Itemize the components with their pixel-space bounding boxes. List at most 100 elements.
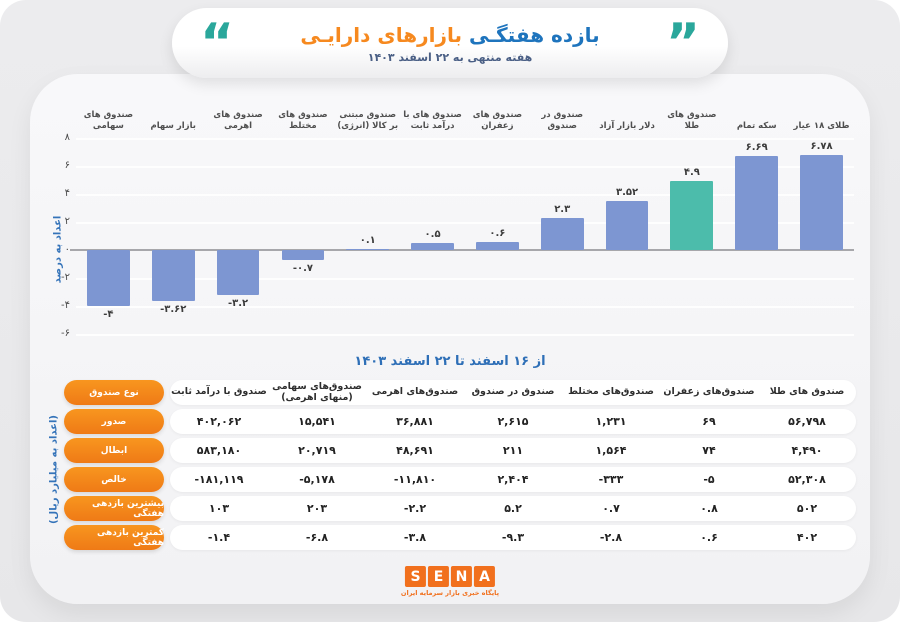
bar (735, 156, 779, 250)
y-axis-tick-label: ۶ (64, 160, 70, 171)
chart-category-label: صندوق های زعفران (472, 109, 523, 131)
row-values: ۴۰۲,۰۶۲ ۱۵,۵۴۱ ۳۶,۸۸۱ ۲,۶۱۵ ۱,۲۳۱ ۶۹ ۵۶,… (170, 409, 856, 434)
table-cell: ۱,۲۳۱ (595, 415, 627, 428)
row-header-pill: نوع صندوق (64, 380, 164, 405)
logo-tagline: پایگاه خبری بازار سرمایه ایران (400, 589, 500, 597)
table-cell: -۳.۸ (403, 531, 427, 544)
bar (87, 250, 130, 306)
y-axis-tick-label: ۸ (64, 132, 70, 143)
logo-letter-square: A (473, 566, 495, 587)
bar-slot: ۰.۱ (335, 138, 400, 338)
page-title: بازده هفتگـی بازارهای دارایـی (234, 23, 666, 47)
y-axis-tick-label: -۶ (61, 328, 70, 339)
bar-value-label: ۶.۶۹ (745, 142, 768, 154)
table-cell: ۴۰۲ (796, 531, 818, 544)
table-cell: ۲,۴۰۴ (497, 473, 529, 486)
row-label-pill: خالص (64, 467, 164, 492)
gridline (76, 138, 854, 140)
table-cell: ۰.۷ (602, 502, 620, 515)
chart-category-label: صندوق های سهامی (83, 109, 134, 131)
table-cell: ۵۸۳,۱۸۰ (196, 444, 242, 457)
table-cell: ۲,۶۱۵ (497, 415, 529, 428)
header: “ بازده هفتگـی بازارهای دارایـی هفته منت… (172, 8, 728, 78)
bar-slot: ۶.۶۹ (724, 138, 789, 338)
table-cell: ۷۴ (702, 444, 716, 457)
table-cell: ۵۰۲ (796, 502, 818, 515)
row-label-pill: ابطال (64, 438, 164, 463)
y-axis-tick-label: ۴ (64, 188, 70, 199)
y-axis-tick-label: ۲ (64, 216, 70, 227)
logo-letter-square: E (427, 566, 449, 587)
table-cell: -۲.۸ (599, 531, 623, 544)
table-unit-note: (اعداد به میلیارد ریال) (48, 414, 60, 525)
close-quote-icon: ” (665, 13, 700, 73)
gridline (76, 222, 854, 224)
bar-slot: -۳.۲ (206, 138, 271, 338)
table-cell: ۱۰۳ (208, 502, 230, 515)
bar (281, 250, 325, 260)
bar-slot: ۳.۵۲ (595, 138, 660, 338)
row-label-pill: صدور (64, 409, 164, 434)
chart-category-label: سکه تمام (736, 120, 777, 131)
bar-slot: -۳.۶۲ (141, 138, 206, 338)
column-header: صندوق‌های اهرمی (371, 386, 459, 398)
column-header: صندوق‌های سهامی (منهای اهرمی) (272, 380, 362, 403)
bar (151, 250, 195, 301)
table-cell: ۵۲,۳۰۸ (788, 473, 826, 486)
bar (411, 243, 454, 250)
table-row: کمترین بازدهی هفتگی -۱.۴ -۶.۸ -۳.۸ -۹.۳ … (64, 525, 856, 550)
bar-value-label: ۰.۵ (424, 229, 441, 240)
gridline (76, 306, 854, 308)
weekly-returns-chart: اعداد به درصد صندوق های سهامی بازار سهام… (50, 86, 854, 339)
page-title-part-orange: بازارهای دارایـی (300, 22, 462, 47)
bar-value-label: ۰.۱ (359, 234, 376, 246)
table-cell: -۲.۲ (403, 502, 427, 515)
gridline (76, 278, 854, 280)
chart-plot-row: ۸ ۶ ۴ ۲ ۰ -۲ -۴ -۶ -۴ -۳.۶۲ -۳.۲ -۰.۷ ۰.… (50, 132, 854, 339)
bar-value-label: -۳.۶۲ (160, 303, 187, 315)
chart-category-labels: صندوق های سهامی بازار سهام صندوق های اهر… (76, 86, 854, 138)
row-label-pill: بیشترین بازدهی هفتگی (64, 496, 164, 521)
column-header: صندوق‌های مختلط (568, 386, 654, 398)
table-row: صدور ۴۰۲,۰۶۲ ۱۵,۵۴۱ ۳۶,۸۸۱ ۲,۶۱۵ ۱,۲۳۱ ۶… (64, 409, 856, 434)
column-header: صندوق های طلا (769, 386, 845, 398)
bar-value-label: ۴.۹ (683, 167, 700, 179)
table-cell: ۵۶,۷۹۸ (788, 415, 826, 428)
table-cell: -۱۱,۸۱۰ (393, 473, 437, 486)
bar-value-label: -۳.۲ (227, 297, 249, 309)
chart-plot-area: -۴ -۳.۶۲ -۳.۲ -۰.۷ ۰.۱ ۰.۵ ۰.۶ ۲.۳ ۳.۵۲ … (70, 138, 854, 338)
page-title-part-blue: بازده هفتگـی (468, 22, 600, 47)
page-subtitle: هفته منتهی به ۲۲ اسفند ۱۴۰۳ (367, 50, 533, 64)
bar (800, 155, 843, 250)
bar-slot: ۰.۵ (400, 138, 465, 338)
table-cell: ۶۹ (702, 415, 716, 428)
bar-value-label: ۳.۵۲ (615, 186, 639, 198)
table-cell: ۰.۶ (700, 531, 718, 544)
y-axis-tick-label: ۰ (64, 244, 70, 255)
table-cell: ۳۶,۸۸۱ (396, 415, 434, 428)
y-axis-tick-label: -۴ (61, 300, 70, 311)
funds-table: نوع صندوق صندوق با درآمد ثابت صندوق‌های … (64, 380, 856, 550)
table-cell: ۴۰۲,۰۶۲ (196, 415, 242, 428)
row-values: ۵۸۳,۱۸۰ ۲۰,۷۱۹ ۴۸,۶۹۱ ۲۱۱ ۱,۵۶۴ ۷۴ ۴,۴۹۰ (170, 438, 856, 463)
table-header-row: نوع صندوق صندوق با درآمد ثابت صندوق‌های … (64, 380, 856, 405)
table-cell: ۲۰,۷۱۹ (298, 444, 336, 457)
table-cell: ۴۸,۶۹۱ (396, 444, 434, 457)
table-cell: -۵,۱۷۸ (299, 473, 335, 486)
bar-slot: ۰.۶ (465, 138, 530, 338)
chart-category-label: بازار سهام (150, 120, 196, 131)
table-cell: -۳۳۳ (598, 473, 624, 486)
table-cell: ۲۱۱ (502, 444, 524, 457)
bar (475, 241, 519, 250)
chart-y-axis: ۸ ۶ ۴ ۲ ۰ -۲ -۴ -۶ (50, 132, 76, 339)
column-header: صندوق با درآمد ثابت (171, 386, 267, 398)
table-cell: ۲۰۳ (306, 502, 328, 515)
table-row: ابطال ۵۸۳,۱۸۰ ۲۰,۷۱۹ ۴۸,۶۹۱ ۲۱۱ ۱,۵۶۴ ۷۴… (64, 438, 856, 463)
logo-letter-square: S (404, 566, 426, 587)
column-headers: صندوق با درآمد ثابت صندوق‌های سهامی (منه… (170, 380, 856, 405)
chart-category-label: صندوق های مختلط (278, 109, 328, 131)
row-values: ۱۰۳ ۲۰۳ -۲.۲ ۵.۲ ۰.۷ ۰.۸ ۵۰۲ (170, 496, 856, 521)
table-cell: ۴,۴۹۰ (791, 444, 823, 457)
chart-category-label: طلای ۱۸ عیار (793, 120, 850, 131)
